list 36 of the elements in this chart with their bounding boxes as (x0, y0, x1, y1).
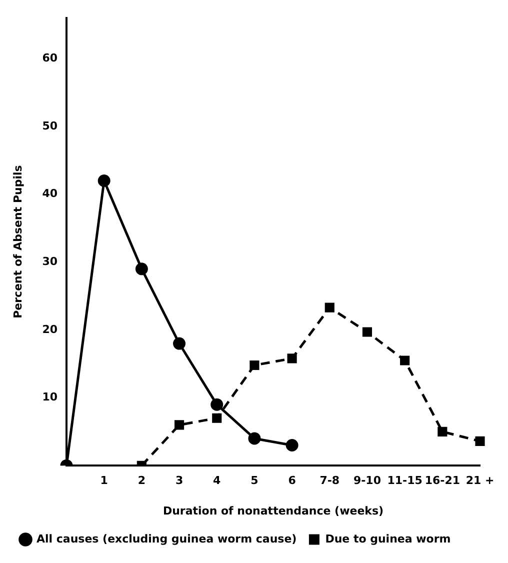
x-tick-label: 1 (100, 474, 108, 488)
x-axis-title: Duration of nonattendance (weeks) (162, 504, 384, 518)
x-tick-label: 5 (250, 474, 258, 488)
point (248, 432, 261, 445)
y-tick-label: 30 (42, 255, 58, 268)
point (250, 360, 260, 370)
point (135, 262, 148, 276)
point (98, 174, 110, 188)
y-axis-title: Percent of Absent Pupils (11, 164, 24, 318)
point (286, 439, 298, 452)
legend-label: Due to guinea worm (325, 532, 451, 546)
x-tick-label: 2 (138, 474, 146, 488)
x-tick-label: 21 + (466, 474, 494, 488)
point (210, 398, 224, 411)
y-tick-label: 40 (42, 187, 58, 200)
x-tick-label: 16-21 (424, 474, 460, 488)
point (174, 420, 184, 430)
point (173, 337, 186, 350)
x-tick-label: 3 (175, 474, 184, 488)
x-tick-label: 9-10 (353, 474, 382, 488)
x-tick-label: 7-8 (320, 474, 340, 488)
point (324, 302, 334, 312)
point (362, 327, 372, 337)
point (212, 413, 222, 423)
x-tick-label: 6 (288, 474, 296, 488)
point (438, 426, 448, 436)
x-tick-label: 4 (213, 474, 222, 488)
point (287, 354, 297, 364)
x-tick-label: 11-15 (387, 474, 422, 488)
point (475, 436, 485, 446)
y-tick-label: 10 (42, 390, 58, 404)
y-tick-label: 20 (42, 322, 58, 336)
y-tick-label: 50 (42, 119, 58, 132)
legend-label: All causes (excluding guinea worm cause) (36, 532, 297, 546)
y-tick-label: 60 (42, 52, 58, 65)
point (400, 356, 410, 366)
